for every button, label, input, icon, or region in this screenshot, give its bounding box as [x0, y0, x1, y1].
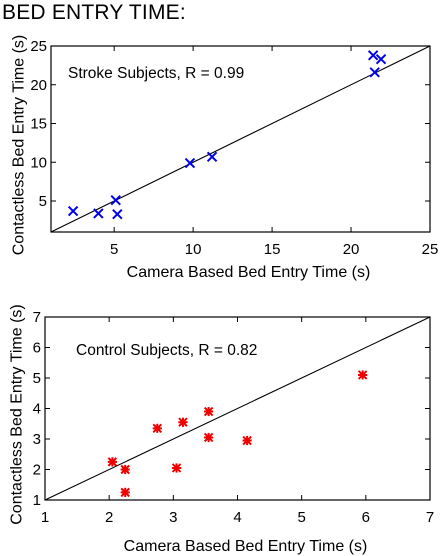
control-x-tick-label: 5: [297, 509, 305, 526]
control-marker-asterisk: [203, 406, 214, 417]
control-y-tick-label: 3: [33, 431, 41, 448]
control-data-point: [203, 432, 214, 443]
control-x-axis-label: Camera Based Bed Entry Time (s): [124, 538, 368, 555]
stroke-data-point: [367, 50, 379, 61]
stroke-y-tick-label: 5: [39, 193, 47, 210]
control-marker-asterisk: [107, 457, 118, 467]
control-y-tick-label: 5: [33, 370, 41, 387]
stroke-marker-x: [369, 67, 380, 78]
control-marker-asterisk: [120, 464, 130, 475]
stroke-y-tick-label: 25: [30, 38, 47, 55]
control-data-point: [357, 370, 368, 380]
control-y-tick-label: 6: [33, 340, 41, 357]
control-y-axis-label: Contactless Bed Entry Time (s): [9, 304, 26, 525]
stroke-data-point: [110, 195, 121, 206]
stroke-annotation: Stroke Subjects, R = 0.99: [68, 65, 244, 82]
control-data-point: [242, 435, 252, 446]
control-y-tick-label: 7: [33, 309, 41, 326]
control-marker-asterisk: [120, 487, 130, 498]
stroke-y-tick-label: 10: [30, 154, 47, 171]
control-x-tick-label: 7: [426, 509, 434, 526]
control-marker-asterisk: [178, 417, 188, 427]
control-marker-asterisk: [171, 463, 182, 473]
stroke-marker-x: [184, 157, 196, 169]
control-marker-asterisk: [203, 432, 214, 443]
control-annotation: Control Subjects, R = 0.82: [76, 342, 257, 359]
stroke-marker-x: [110, 195, 121, 206]
stroke-x-tick-label: 10: [185, 241, 202, 258]
control-y-tick-label: 1: [33, 492, 41, 509]
control-data-point: [171, 463, 182, 473]
control-chart: 1 2 3 4 5 6 7 1 2 3 4 5 6 7 Control Subjects, R = 0.82…: [9, 304, 435, 555]
stroke-marker-x: [112, 208, 123, 220]
stroke-data-point: [369, 67, 380, 78]
control-y-tick-label: 2: [33, 462, 41, 479]
stroke-x-axis-label: Camera Based Bed Entry Time (s): [127, 264, 371, 281]
control-y-tick-label: 4: [33, 401, 41, 418]
control-marker-asterisk: [357, 370, 368, 380]
stroke-data-point: [112, 208, 123, 220]
control-identity-line: [44, 316, 431, 501]
page-title: BED ENTRY TIME:: [2, 1, 186, 24]
control-x-tick-label: 6: [362, 509, 370, 526]
stroke-marker-x: [206, 151, 218, 163]
stroke-plot-frame: [50, 45, 431, 233]
stroke-y-tick-label: 15: [30, 116, 47, 133]
stroke-x-tick-label: 25: [422, 241, 439, 258]
control-x-tick-label: 1: [41, 509, 49, 526]
control-marker-asterisk: [152, 423, 162, 434]
stroke-data-point: [67, 205, 79, 217]
control-data-point: [120, 464, 130, 475]
stroke-marker-x: [375, 53, 387, 65]
stroke-marker-x: [367, 50, 379, 61]
stroke-marker-x: [67, 205, 79, 217]
stroke-data-point: [206, 151, 218, 163]
control-data-point: [152, 423, 162, 434]
control-x-tick-label: 4: [233, 509, 241, 526]
control-data-point: [120, 487, 130, 498]
stroke-chart: 5 10 15 20 25 5 10 15 20 25 Stroke Subjects, R = 0…: [11, 35, 439, 281]
stroke-data-point: [93, 208, 104, 219]
stroke-y-tick-label: 20: [30, 77, 47, 94]
control-data-point: [178, 417, 188, 427]
control-x-tick-label: 2: [105, 509, 113, 526]
stroke-marker-x: [93, 208, 104, 219]
control-data-point: [203, 406, 214, 417]
control-x-tick-label: 3: [169, 509, 177, 526]
stroke-data-point: [184, 157, 196, 169]
stroke-x-tick-label: 5: [110, 241, 118, 258]
stroke-x-tick-label: 15: [264, 241, 281, 258]
control-data-point: [107, 457, 118, 467]
control-marker-asterisk: [242, 435, 252, 446]
stroke-y-axis-label: Contactless Bed Entry Time (s): [11, 35, 28, 256]
stroke-x-tick-label: 20: [343, 241, 360, 258]
stroke-data-point: [375, 53, 387, 65]
